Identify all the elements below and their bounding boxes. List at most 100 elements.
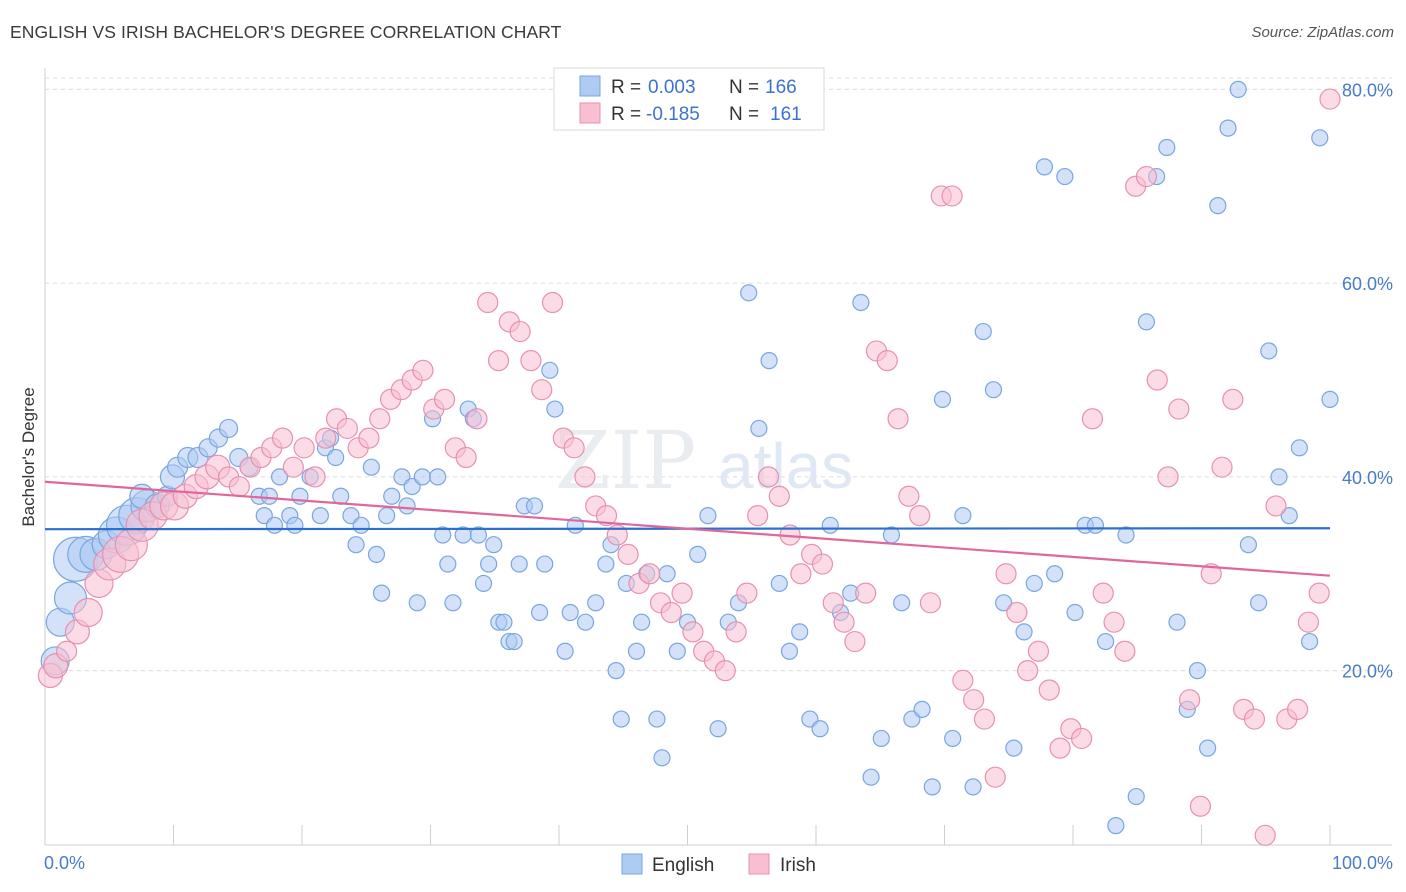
point-english bbox=[780, 642, 799, 660]
point-english bbox=[444, 594, 462, 612]
bottom-legend-swatch-english bbox=[621, 853, 643, 875]
point-english bbox=[1005, 739, 1023, 757]
point-irish bbox=[1081, 408, 1104, 430]
point-irish bbox=[1287, 698, 1309, 720]
point-english bbox=[587, 594, 605, 612]
legend-box: R = 0.003 N = 166 R = -0.185 N = 161 bbox=[553, 67, 825, 131]
point-english bbox=[944, 729, 962, 748]
point-irish bbox=[736, 582, 758, 604]
point-english bbox=[689, 545, 707, 563]
x-tick-label-min: 0.0% bbox=[44, 853, 85, 873]
point-english bbox=[658, 565, 676, 583]
point-irish bbox=[876, 350, 898, 372]
point-irish bbox=[1179, 689, 1201, 711]
point-english bbox=[668, 642, 686, 660]
point-irish bbox=[617, 543, 639, 565]
point-english bbox=[218, 418, 239, 439]
y-tick-label: 60.0% bbox=[1342, 274, 1393, 294]
point-english bbox=[347, 536, 365, 554]
point-irish bbox=[963, 689, 985, 711]
point-english bbox=[1097, 632, 1115, 651]
point-irish bbox=[898, 485, 920, 507]
point-irish bbox=[433, 388, 456, 410]
point-english bbox=[1035, 158, 1054, 176]
legend-swatch-english bbox=[579, 75, 601, 97]
point-english bbox=[362, 458, 380, 476]
legend-n-label-irish: N = bbox=[729, 104, 759, 125]
point-english bbox=[1025, 574, 1043, 593]
legend-r-label-english: R = bbox=[611, 77, 641, 98]
point-english bbox=[510, 555, 528, 573]
point-english bbox=[531, 603, 549, 622]
point-irish bbox=[725, 621, 747, 643]
legend-r-label-irish: R = bbox=[611, 104, 641, 125]
point-english bbox=[893, 594, 911, 612]
point-english bbox=[561, 603, 579, 622]
tick-labels: 20.0% 40.0% 60.0% 80.0% 0.0% 100.0% bbox=[44, 80, 1393, 873]
point-english bbox=[1209, 197, 1227, 215]
point-english bbox=[607, 662, 625, 680]
point-english bbox=[398, 497, 416, 515]
point-irish bbox=[1243, 708, 1266, 730]
point-irish bbox=[606, 524, 628, 546]
point-irish bbox=[1071, 727, 1093, 750]
point-english bbox=[791, 623, 809, 641]
bottom-legend-label-english: English bbox=[652, 855, 714, 876]
point-english bbox=[260, 487, 278, 505]
point-irish bbox=[941, 185, 963, 207]
point-irish bbox=[1308, 582, 1330, 604]
point-english bbox=[1046, 565, 1064, 583]
chart-source: Source: ZipAtlas.com bbox=[1251, 24, 1394, 41]
point-irish bbox=[1114, 640, 1136, 662]
point-english bbox=[1250, 594, 1268, 612]
point-irish bbox=[682, 621, 704, 643]
legend-r-value-english: 0.003 bbox=[648, 77, 696, 98]
point-irish bbox=[844, 630, 866, 653]
point-english bbox=[536, 555, 554, 573]
point-irish bbox=[909, 505, 931, 527]
point-english bbox=[709, 720, 727, 738]
trend-line-irish bbox=[44, 480, 1331, 577]
y-tick-label: 80.0% bbox=[1342, 80, 1393, 100]
point-irish bbox=[887, 408, 909, 430]
point-english bbox=[1311, 129, 1329, 147]
point-english bbox=[1158, 138, 1176, 157]
bottom-legend-swatch-irish bbox=[748, 853, 770, 875]
point-english bbox=[1239, 536, 1258, 554]
point-irish bbox=[1027, 640, 1050, 662]
point-irish bbox=[282, 456, 304, 478]
axes bbox=[44, 68, 1392, 846]
point-irish bbox=[1254, 824, 1276, 846]
chart-title: ENGLISH VS IRISH BACHELOR'S DEGREE CORRE… bbox=[10, 22, 562, 42]
point-irish bbox=[73, 597, 103, 628]
point-english bbox=[1117, 526, 1135, 544]
point-irish bbox=[55, 640, 78, 662]
point-english bbox=[378, 507, 396, 525]
point-english bbox=[1086, 516, 1105, 534]
point-irish bbox=[369, 408, 391, 430]
legend-n-label-english: N = bbox=[729, 77, 759, 98]
legend-r-value-irish: -0.185 bbox=[646, 104, 700, 125]
point-english bbox=[1066, 603, 1084, 622]
bottom-legend-label-irish: Irish bbox=[780, 855, 816, 876]
point-english bbox=[408, 594, 426, 612]
legend-n-value-english: 166 bbox=[765, 77, 797, 98]
point-irish bbox=[455, 446, 477, 469]
point-english bbox=[984, 381, 1003, 399]
point-english bbox=[1321, 390, 1339, 408]
point-english bbox=[429, 468, 447, 486]
point-irish bbox=[531, 379, 553, 401]
point-irish bbox=[984, 766, 1006, 788]
point-english bbox=[852, 293, 870, 312]
point-english bbox=[933, 390, 952, 408]
point-english bbox=[541, 361, 559, 379]
point-english bbox=[1199, 739, 1217, 757]
y-tick-label: 40.0% bbox=[1342, 468, 1393, 488]
point-irish bbox=[757, 466, 780, 488]
point-irish bbox=[293, 437, 315, 459]
point-english bbox=[1270, 468, 1288, 486]
series-irish bbox=[37, 88, 1341, 846]
point-english bbox=[740, 284, 758, 302]
point-irish bbox=[358, 427, 380, 449]
point-english bbox=[1056, 167, 1074, 186]
